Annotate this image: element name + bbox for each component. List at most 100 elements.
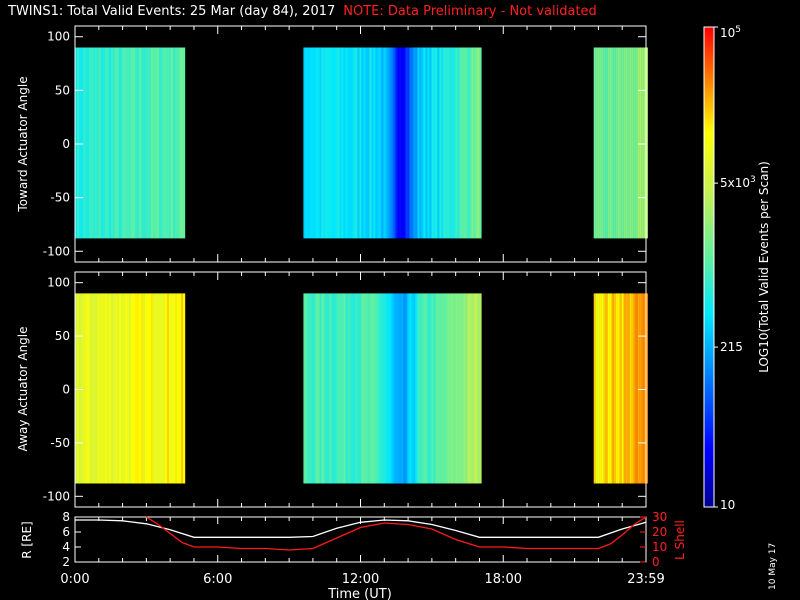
heatmap-cell [403,293,406,484]
heatmap-cell [637,47,640,239]
y-tick-label: -50 [50,191,70,205]
heatmap-cell [381,293,384,484]
heatmap-cell [375,47,378,239]
heatmap-cell [597,293,600,484]
heatmap-cell [435,293,438,484]
heatmap-cell [155,293,158,484]
heatmap-cell [97,293,100,484]
heatmap-cell [303,47,306,239]
heatmap-cell [135,47,138,239]
heatmap-cell [425,47,428,239]
heatmap-cell [129,47,132,239]
heatmap-cell [391,293,394,484]
orbit-ylabel-left: R [RE] [20,521,34,558]
heatmap-cell [179,293,182,484]
y-tick-label-left: 4 [62,540,70,554]
y-tick-label-right: 0 [652,555,660,569]
heatmap-cell [117,47,120,239]
heatmap-cell [319,47,322,239]
heatmap-cell [407,293,410,484]
heatmap-cell [371,293,374,484]
x-tick-label: 6:00 [203,572,232,587]
colorbar-tick-label: 215 [720,340,743,354]
heatmap-cell [325,293,328,484]
y-tick-label: 100 [47,30,70,44]
heatmap-cell [471,47,474,239]
heatmap-cell [423,47,426,239]
colorbar-tick-label: 5x103 [720,175,756,190]
heatmap-cell [461,47,464,239]
heatmap-cell [103,47,106,239]
heatmap-cell [415,47,418,239]
heatmap-cell [351,47,354,239]
heatmap-cell [137,47,140,239]
heatmap-cell [619,47,622,239]
heatmap-cell [369,47,372,239]
heatmap-cell [391,47,394,239]
orbit-ylabel-right: L Shell [673,520,687,560]
heatmap-cell [451,293,454,484]
heatmap-cell [633,293,636,484]
heatmap-cell [479,47,482,239]
x-tick-label: 0:00 [60,572,89,587]
heatmap-cell [149,293,152,484]
heatmap-cell [635,47,638,239]
heatmap-cell [453,47,456,239]
heatmap-cell [623,293,626,484]
heatmap-cell [329,293,332,484]
heatmap-cell [331,293,334,484]
y-tick-label: 100 [47,276,70,290]
heatmap-cell [129,293,132,484]
heatmap-cell [349,47,352,239]
heatmap-cell [473,293,476,484]
heatmap-cell [631,47,634,239]
heatmap-cell [457,293,460,484]
heatmap-cell [447,47,450,239]
heatmap-cell [377,47,380,239]
heatmap-cell [337,47,340,239]
heatmap-cell [135,293,138,484]
heatmap-cell [417,293,420,484]
series-r-line [75,519,647,538]
heatmap-cell [643,293,646,484]
heatmap-cell [429,47,432,239]
heatmap-cell [337,293,340,484]
panel-toward-image [75,47,648,239]
heatmap-cell [355,47,358,239]
heatmap-cell [347,47,350,239]
heatmap-cell [639,293,642,484]
heatmap-cell [361,293,364,484]
heatmap-cell [461,293,464,484]
heatmap-cell [413,293,416,484]
heatmap-cell [381,47,384,239]
heatmap-cell [181,293,184,484]
heatmap-cell [463,47,466,239]
heatmap-cell [383,47,386,239]
heatmap-cell [445,293,448,484]
heatmap-cell [131,293,134,484]
heatmap-cell [431,47,434,239]
heatmap-cell [385,47,388,239]
heatmap-cell [613,293,616,484]
heatmap-cell [343,293,346,484]
heatmap-cell [449,47,452,239]
heatmap-cell [363,47,366,239]
heatmap-cell [145,293,148,484]
heatmap-cell [423,293,426,484]
heatmap-cell [335,293,338,484]
heatmap-cell [309,293,312,484]
y-tick-label: -100 [43,244,70,258]
heatmap-cell [309,47,312,239]
heatmap-cell [115,293,118,484]
heatmap-cell [389,47,392,239]
panel-away-ylabel: Away Actuator Angle [16,326,30,451]
heatmap-cell [473,47,476,239]
heatmap-cell [625,47,628,239]
heatmap-cell [139,47,142,239]
heatmap-cell [159,47,162,239]
heatmap-cell [317,293,320,484]
heatmap-cell [169,47,172,239]
heatmap-cell [395,293,398,484]
heatmap-cell [119,47,122,239]
